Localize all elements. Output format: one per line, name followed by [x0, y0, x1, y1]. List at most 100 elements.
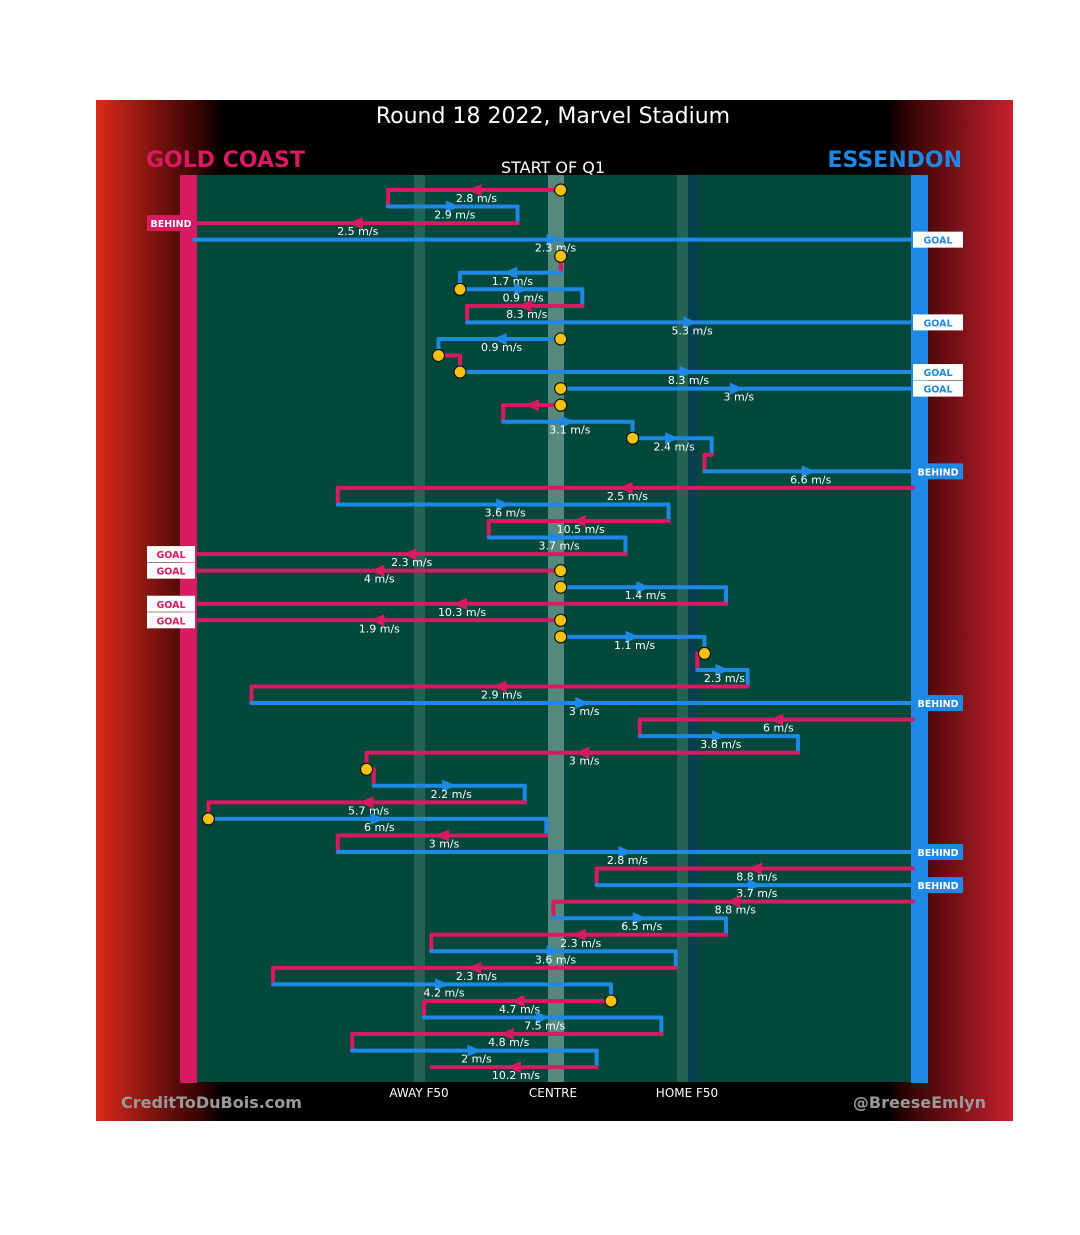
- period-label: START OF Q1: [501, 158, 605, 177]
- chain-arrow: [467, 184, 482, 196]
- chain-arrow: [636, 581, 651, 594]
- speed-label: 2.5 m/s: [607, 490, 648, 503]
- outcome-label: GOAL: [156, 600, 185, 611]
- chain-arrow: [747, 879, 762, 892]
- outcome-badge: [913, 364, 963, 381]
- speed-label: 2.3 m/s: [391, 556, 432, 569]
- speed-label: 3 m/s: [569, 755, 600, 768]
- ball-marker: [625, 431, 640, 445]
- outcome-badge: [913, 231, 963, 248]
- speed-label: 10.3 m/s: [438, 606, 486, 619]
- credit-right: @BreeseEmlyn: [853, 1093, 986, 1112]
- chain-arrow: [535, 1011, 550, 1024]
- chain-arrow: [514, 283, 529, 296]
- chain-arrow: [524, 399, 539, 412]
- speed-label: 2.3 m/s: [535, 242, 576, 255]
- chain-arrow: [618, 846, 633, 858]
- home-f50-label: HOME F50: [656, 1086, 718, 1100]
- chain-arrow: [711, 730, 726, 743]
- team-home-label: ESSENDON: [827, 148, 962, 173]
- chain-arrow: [442, 779, 457, 792]
- outcome-badge: [147, 595, 195, 612]
- ball-marker: [554, 564, 568, 578]
- speed-label: 1.1 m/s: [614, 639, 655, 652]
- ball-marker: [554, 398, 568, 412]
- speed-label: 2.9 m/s: [481, 689, 522, 702]
- speed-label: 6.5 m/s: [621, 920, 662, 933]
- speed-label: 1.4 m/s: [625, 589, 666, 602]
- speed-label: 6 m/s: [364, 821, 395, 834]
- outcome-label: GOAL: [923, 368, 952, 379]
- chain-arrow: [625, 630, 640, 643]
- speed-label: 10.2 m/s: [492, 1069, 540, 1082]
- outcome-badge: [913, 695, 963, 712]
- ball-marker: [554, 332, 568, 346]
- outcome-label: GOAL: [156, 550, 185, 561]
- chain-arrow: [679, 366, 694, 379]
- outcome-label: BEHIND: [917, 467, 958, 478]
- speed-label: 10.5 m/s: [557, 523, 605, 536]
- chain-arrow: [499, 1028, 514, 1041]
- outcome-label: GOAL: [923, 236, 952, 247]
- ball-marker: [554, 382, 568, 396]
- chart-title: Round 18 2022, Marvel Stadium: [376, 104, 730, 129]
- chain-arrow: [445, 200, 460, 213]
- chain-arrow: [571, 928, 586, 941]
- outcome-badge: [147, 215, 195, 232]
- outcome-badge: [913, 380, 963, 397]
- chain-arrow: [359, 796, 374, 809]
- chain-arrow: [517, 299, 532, 312]
- ball-marker: [554, 249, 568, 263]
- speed-label: 2 m/s: [461, 1053, 492, 1066]
- ball-marker: [697, 646, 712, 661]
- ball-marker: [359, 762, 374, 776]
- chain-arrow: [618, 481, 633, 494]
- speed-label: 4 m/s: [364, 573, 395, 586]
- speed-label: 3.7 m/s: [539, 540, 580, 553]
- speed-label: 2.5 m/s: [337, 225, 378, 238]
- chain-arrow: [632, 912, 647, 925]
- outcome-badge: [147, 562, 195, 579]
- ball-marker: [554, 613, 568, 627]
- chain-arrow: [370, 564, 385, 577]
- chain-arrow: [492, 332, 507, 345]
- away-goal-post: [180, 175, 197, 1083]
- speed-label: 3 m/s: [429, 837, 460, 850]
- speed-label: 3.7 m/s: [736, 887, 777, 900]
- home-goal-post: [911, 175, 928, 1083]
- chain-arrow: [726, 895, 741, 908]
- speed-label: 3.1 m/s: [549, 424, 590, 437]
- speed-label: 7.5 m/s: [524, 1020, 565, 1033]
- ball-marker: [453, 365, 467, 379]
- outcome-label: BEHIND: [917, 848, 958, 859]
- chain-arrow: [665, 432, 680, 445]
- away-f50-label: AWAY F50: [389, 1086, 448, 1100]
- speed-label: 2.9 m/s: [434, 209, 475, 222]
- chain-arrow: [550, 531, 565, 544]
- speed-label: 2.2 m/s: [431, 788, 472, 801]
- outcome-badge: [147, 546, 195, 563]
- speed-label: 2.3 m/s: [560, 937, 601, 950]
- speed-label: 2.8 m/s: [456, 192, 497, 205]
- chain-arrow: [506, 1061, 521, 1074]
- chain-arrow: [348, 217, 363, 230]
- chain-arrow: [492, 680, 507, 693]
- outcome-label: GOAL: [156, 567, 185, 578]
- chain-arrow: [715, 663, 730, 676]
- speed-label: 8.3 m/s: [506, 308, 547, 321]
- outcome-label: GOAL: [923, 318, 952, 329]
- chain-arrow: [503, 266, 518, 279]
- team-away-label: GOLD COAST: [146, 148, 305, 173]
- chain-arrow: [546, 233, 561, 246]
- ball-marker: [604, 994, 618, 1008]
- ball-marker: [431, 348, 446, 363]
- chain-arrow: [496, 498, 511, 511]
- ball-marker: [554, 630, 568, 644]
- chain-arrow: [801, 465, 816, 478]
- outcome-badge: [913, 463, 963, 480]
- speed-label: 3.6 m/s: [485, 506, 526, 519]
- ball-marker: [201, 812, 215, 826]
- speed-label: 4.8 m/s: [488, 1036, 529, 1049]
- ball-marker: [453, 282, 467, 296]
- home-f50-band: [677, 175, 688, 1082]
